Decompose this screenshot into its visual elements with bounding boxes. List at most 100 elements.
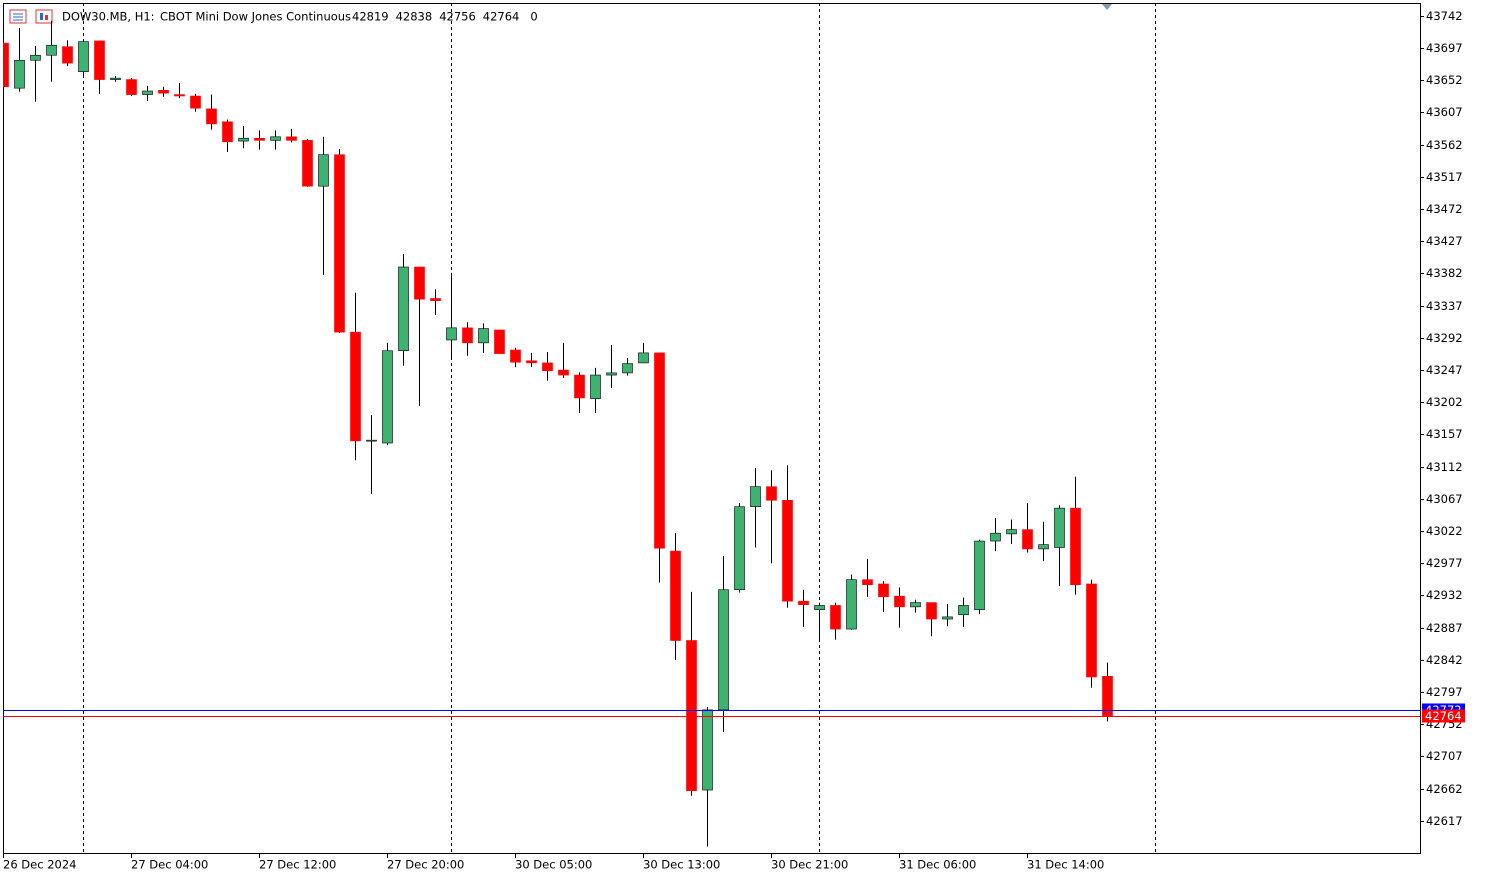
description: CBOT Mini Dow Jones Continuous bbox=[160, 10, 351, 24]
candle-body bbox=[814, 605, 825, 611]
candle-body bbox=[1070, 507, 1081, 585]
icon-bar bbox=[40, 13, 43, 20]
candle-body bbox=[494, 329, 505, 354]
candle-body bbox=[1086, 583, 1097, 678]
y-tick-label: 43607 bbox=[1426, 105, 1463, 119]
x-tick-label: 30 Dec 05:00 bbox=[515, 858, 592, 872]
y-tick-label: 43292 bbox=[1426, 331, 1463, 345]
candle-body bbox=[46, 44, 57, 56]
candle-body bbox=[318, 154, 329, 187]
candle-body bbox=[366, 439, 377, 442]
candle-body bbox=[638, 352, 649, 364]
x-tick-label: 26 Dec 2024 bbox=[3, 858, 76, 872]
candle-body bbox=[270, 136, 281, 141]
shift-marker[interactable] bbox=[1102, 4, 1112, 10]
candle-body bbox=[254, 137, 265, 141]
y-tick-label: 42662 bbox=[1426, 782, 1463, 796]
y-tick-label: 43067 bbox=[1426, 492, 1463, 506]
header-high: 42838 bbox=[396, 10, 433, 24]
candle-body bbox=[606, 372, 617, 376]
x-tick-label: 31 Dec 06:00 bbox=[899, 858, 976, 872]
plot-frame bbox=[3, 3, 1421, 854]
y-tick-label: 43382 bbox=[1426, 266, 1463, 280]
y-tick-label: 43337 bbox=[1426, 299, 1463, 313]
candle-body bbox=[942, 616, 953, 620]
header-open: 42819 bbox=[352, 10, 389, 24]
candle-body bbox=[542, 362, 553, 372]
candle-body bbox=[974, 540, 985, 611]
candle-body bbox=[590, 374, 601, 399]
candle-body bbox=[686, 640, 697, 792]
candle-body bbox=[558, 369, 569, 376]
header-extra: 0 bbox=[530, 10, 537, 24]
candle-body bbox=[478, 328, 489, 344]
candle-body bbox=[782, 499, 793, 602]
candle-body bbox=[750, 486, 761, 508]
icon-chart[interactable] bbox=[35, 9, 53, 24]
y-tick-label: 43697 bbox=[1426, 41, 1463, 55]
candle-body bbox=[526, 360, 537, 364]
candle-body bbox=[286, 136, 297, 141]
y-tick-label: 43472 bbox=[1426, 202, 1463, 216]
candle-body bbox=[14, 59, 25, 89]
candle-body bbox=[206, 108, 217, 125]
ohlc-header: 42819 42838 42756 42764 0 bbox=[352, 10, 538, 24]
header-low: 42756 bbox=[439, 10, 476, 24]
candle-body bbox=[30, 54, 41, 61]
candle-body bbox=[142, 90, 153, 95]
candle-body bbox=[846, 579, 857, 630]
y-tick-label: 43562 bbox=[1426, 138, 1463, 152]
y-tick-label: 43112 bbox=[1426, 460, 1463, 474]
x-tick-label: 27 Dec 04:00 bbox=[131, 858, 208, 872]
y-tick-label: 42887 bbox=[1426, 621, 1463, 635]
candle-body bbox=[1006, 529, 1017, 535]
candle-body bbox=[334, 154, 345, 333]
y-tick-label: 43652 bbox=[1426, 73, 1463, 87]
icon-bar bbox=[45, 15, 48, 20]
candle-body bbox=[830, 605, 841, 630]
candle-body bbox=[446, 327, 457, 341]
candle-body bbox=[654, 352, 665, 549]
x-tick-label: 27 Dec 20:00 bbox=[387, 858, 464, 872]
candle-body bbox=[862, 579, 873, 585]
candle-body bbox=[734, 506, 745, 591]
candle-body bbox=[430, 298, 441, 301]
candle-body bbox=[990, 532, 1001, 542]
candle-body bbox=[174, 94, 185, 97]
candle-body bbox=[222, 121, 233, 143]
candle-body bbox=[622, 363, 633, 374]
candle-body bbox=[110, 77, 121, 80]
y-tick-label: 42797 bbox=[1426, 685, 1463, 699]
candle-body bbox=[3, 42, 9, 88]
candle-body bbox=[958, 605, 969, 616]
y-tick-label: 42707 bbox=[1426, 749, 1463, 763]
toolbar-icons[interactable] bbox=[9, 9, 53, 24]
candle-body bbox=[766, 486, 777, 501]
y-tick-label: 42842 bbox=[1426, 653, 1463, 667]
candle-body bbox=[414, 266, 425, 300]
x-tick-label: 30 Dec 21:00 bbox=[771, 858, 848, 872]
x-tick-label: 27 Dec 12:00 bbox=[259, 858, 336, 872]
candle-body bbox=[718, 589, 729, 711]
x-tick-label: 31 Dec 14:00 bbox=[1027, 858, 1104, 872]
candle-body bbox=[126, 79, 137, 95]
y-tick-label: 43742 bbox=[1426, 9, 1463, 23]
candle-body bbox=[238, 137, 249, 142]
header-close: 42764 bbox=[483, 10, 520, 24]
y-tick-label: 42617 bbox=[1426, 814, 1463, 828]
bid-label: 42764 bbox=[1425, 709, 1462, 723]
candle-body bbox=[574, 374, 585, 399]
y-tick-label: 43202 bbox=[1426, 395, 1463, 409]
candle-body bbox=[382, 350, 393, 444]
candle-body bbox=[510, 349, 521, 363]
axes: 43742 43697 43652 43607 43562 43517 43472 43427… bbox=[3, 9, 1465, 872]
plot bbox=[3, 3, 1420, 853]
y-tick-label: 43427 bbox=[1426, 234, 1463, 248]
candle-body bbox=[190, 95, 201, 109]
candle-body bbox=[94, 40, 105, 80]
candle-body bbox=[302, 140, 313, 187]
candle-body bbox=[894, 595, 905, 608]
x-tick-label: 30 Dec 13:00 bbox=[643, 858, 720, 872]
